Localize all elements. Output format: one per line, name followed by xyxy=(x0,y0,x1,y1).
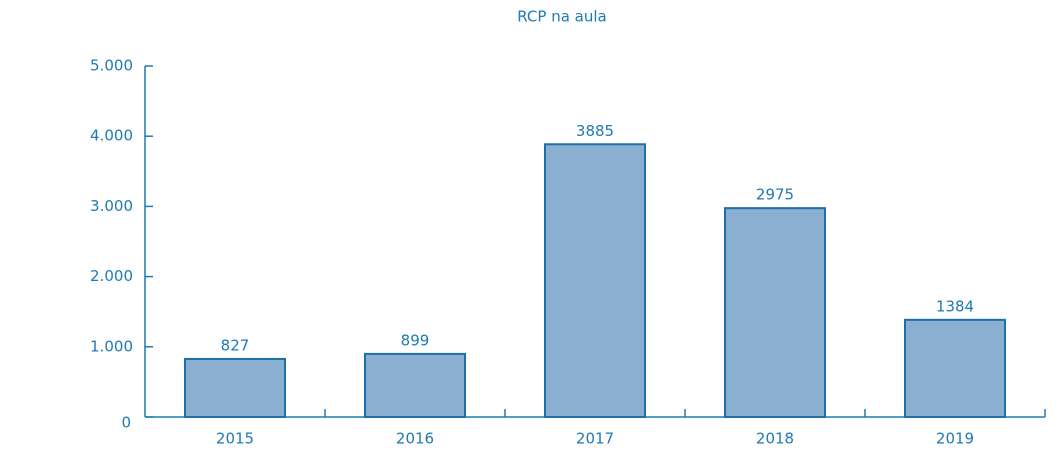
x-tick-label: 2017 xyxy=(576,430,614,448)
data-label: 1384 xyxy=(936,297,974,315)
y-tick-label: 1.000 xyxy=(90,337,133,355)
data-label: 3885 xyxy=(576,122,614,140)
chart-title: RCP na aula xyxy=(517,8,607,26)
bar xyxy=(544,143,646,418)
bar xyxy=(724,207,826,418)
data-label: 827 xyxy=(221,336,250,354)
bar xyxy=(184,357,286,419)
data-label: 2975 xyxy=(756,186,794,204)
x-tick-label: 2015 xyxy=(216,430,254,448)
data-label: 899 xyxy=(401,331,430,349)
x-tick-label: 2016 xyxy=(396,430,434,448)
y-tick-label: 3.000 xyxy=(90,197,133,215)
x-tick-label: 2018 xyxy=(756,430,794,448)
x-tick-label: 2019 xyxy=(936,430,974,448)
y-tick-label: 0 xyxy=(121,414,131,432)
bar xyxy=(364,352,466,418)
bar xyxy=(904,318,1006,418)
y-tick-label: 2.000 xyxy=(90,267,133,285)
y-tick-label: 4.000 xyxy=(90,127,133,145)
y-tick-label: 5.000 xyxy=(90,57,133,75)
